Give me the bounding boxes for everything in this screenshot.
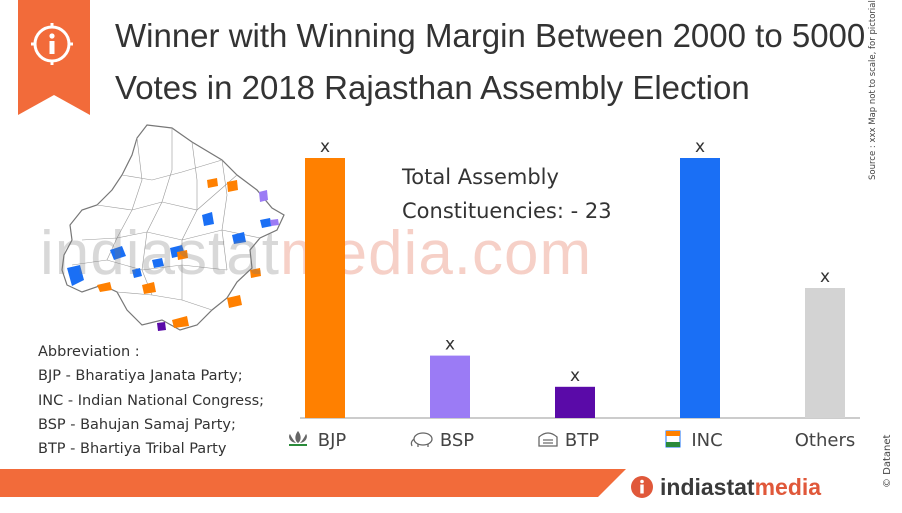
- abbreviation-list: Abbreviation : BJP - Bharatiya Janata Pa…: [38, 340, 264, 461]
- total-line-2: Constituencies: - 23: [402, 199, 612, 223]
- bar-chart: x BJP x BSP x BTP x INC x Others: [289, 137, 860, 451]
- abbreviation-bsp: BSP - Bahujan Samaj Party;: [38, 416, 236, 433]
- footer-band: [0, 469, 598, 497]
- datanet-credit: © Datanet: [882, 434, 893, 488]
- info-icon: [631, 476, 653, 498]
- footer-brand-part1: indiastat: [660, 473, 755, 500]
- source-note: Source : xxx Map not to scale, for picto…: [868, 0, 878, 180]
- abbreviation-heading: Abbreviation :: [38, 344, 140, 360]
- data-label-inc: x: [695, 137, 705, 157]
- page-title: Winner with Winning Margin Between 2000 …: [115, 17, 866, 106]
- data-label-btp: x: [570, 366, 580, 386]
- abbreviation-inc: INC - Indian National Congress;: [38, 392, 265, 409]
- data-label-bsp: x: [445, 335, 455, 355]
- total-line-1: Total Assembly: [402, 165, 559, 189]
- footer-brand-part2: media: [754, 473, 822, 500]
- watermark-part1: indiastat: [40, 219, 280, 288]
- footer-brand: indiastat media: [630, 470, 821, 504]
- data-label-others: x: [820, 267, 830, 287]
- bar-bsp: [430, 355, 470, 418]
- abbreviation-bjp: BJP - Bharatiya Janata Party;: [38, 368, 243, 385]
- category-label-bjp: BJP: [318, 430, 347, 451]
- bar-btp: [555, 386, 595, 418]
- bar-others: [805, 288, 845, 418]
- elephant-icon: [410, 432, 433, 447]
- info-icon: [31, 23, 73, 65]
- category-label-others: Others: [795, 430, 856, 451]
- data-label-bjp: x: [320, 137, 330, 157]
- category-label-btp: BTP: [565, 430, 599, 451]
- bar-bjp: [305, 158, 345, 418]
- bar-inc: [680, 158, 720, 418]
- header-badge-notch: [18, 95, 90, 115]
- rajasthan-map: [61, 124, 285, 331]
- footer-band-tip: [598, 469, 626, 497]
- tribal-party-icon: [538, 432, 558, 447]
- total-annotation: Total Assembly Constituencies: - 23: [402, 160, 612, 228]
- abbreviation-btp: BTP - Bhartiya Tribal Party: [38, 441, 227, 458]
- category-label-inc: INC: [691, 430, 722, 451]
- category-label-bsp: BSP: [440, 430, 474, 451]
- lotus-icon: [289, 431, 307, 446]
- hand-icon: [665, 430, 681, 448]
